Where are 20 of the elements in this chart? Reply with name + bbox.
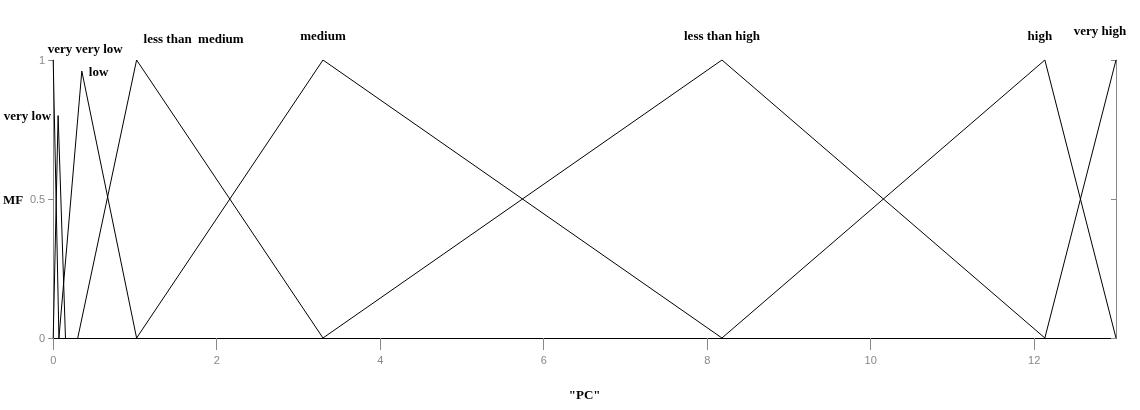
x-tick-label: 6 — [540, 353, 547, 366]
y-tick-label: 1 — [39, 54, 46, 66]
y-tick-label: 0 — [39, 332, 46, 344]
series-label: less than high — [684, 28, 761, 43]
x-tick-label: 4 — [377, 353, 384, 366]
series-label: very high — [1073, 23, 1127, 38]
series-label: high — [1027, 28, 1053, 43]
series-label: very low — [3, 108, 52, 124]
x-tick-label: 2 — [213, 353, 220, 366]
x-tick-label: 0 — [50, 353, 57, 366]
x-tick-label: 12 — [1028, 353, 1041, 366]
x-tick-label: 8 — [704, 353, 711, 366]
x-tick-label: 10 — [864, 353, 877, 366]
series-label: medium — [300, 28, 346, 43]
series-label: very very low — [47, 41, 124, 56]
series-label: less than medium — [143, 31, 244, 46]
x-axis-title: "PC" — [568, 387, 601, 402]
series-label: low — [88, 63, 109, 79]
y-tick-label: 0.5 — [29, 193, 46, 205]
y-axis-title: MF — [2, 191, 24, 207]
